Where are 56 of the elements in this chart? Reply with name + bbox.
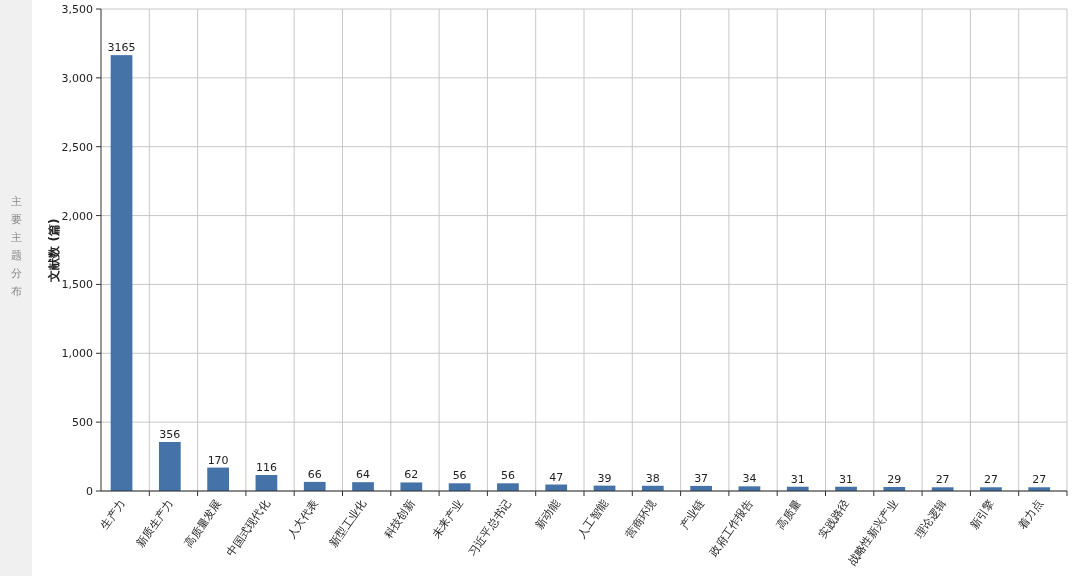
- data-label: 170: [207, 453, 229, 467]
- x-tick-label: 产业链: [677, 497, 708, 532]
- y-tick-label: 1,500: [61, 278, 93, 292]
- y-tick-label: 3,500: [61, 3, 93, 16]
- data-label: 39: [597, 471, 612, 485]
- data-label: 66: [307, 467, 322, 481]
- data-label: 37: [694, 471, 709, 485]
- bar: [255, 475, 278, 491]
- data-label: 62: [404, 468, 419, 482]
- x-tick-label: 理论逻辑: [912, 497, 949, 541]
- bar: [207, 467, 229, 491]
- data-label: 38: [645, 471, 660, 485]
- data-label: 27: [935, 473, 950, 487]
- x-tick-label: 中国式现代化: [224, 497, 273, 559]
- x-tick-label: 科技创新: [381, 497, 418, 541]
- x-tick-label: 人大代表: [284, 497, 321, 541]
- bar: [497, 483, 519, 491]
- data-label: 27: [1032, 473, 1047, 487]
- bar: [110, 55, 133, 491]
- data-label: 64: [356, 468, 371, 482]
- bar: [352, 482, 374, 491]
- x-tick-label: 生产力: [98, 497, 128, 532]
- data-label: 116: [255, 461, 277, 475]
- x-tick-label: 新型工业化: [326, 497, 370, 550]
- bar: [400, 482, 423, 491]
- x-tick-label: 未来产业: [429, 497, 466, 541]
- y-tick-label: 500: [72, 416, 93, 430]
- x-tick-label: 新引擎: [967, 497, 998, 532]
- x-tick-label: 着力点: [1015, 497, 1046, 532]
- x-tick-label: 营商环境: [623, 497, 659, 541]
- data-label: 31: [790, 472, 805, 486]
- x-tick-label: 实践路径: [816, 497, 853, 541]
- data-label: 56: [452, 469, 467, 483]
- data-label: 3165: [107, 41, 136, 55]
- bar: [158, 441, 181, 491]
- data-label: 31: [839, 472, 854, 486]
- data-label: 56: [500, 469, 515, 483]
- data-label: 34: [742, 472, 757, 486]
- x-tick-label: 习近平总书记: [465, 497, 515, 559]
- x-tick-label: 人工智能: [574, 497, 611, 541]
- y-tick-label: 3,000: [61, 71, 93, 85]
- data-label: 29: [887, 473, 902, 487]
- y-tick-label: 2,500: [61, 140, 93, 154]
- x-tick-label: 高质量发展: [182, 497, 225, 550]
- x-tick-label: 新质生产力: [133, 497, 176, 550]
- data-label: 27: [983, 473, 998, 487]
- text: 主要主题分布: [10, 195, 22, 298]
- data-label: 356: [159, 427, 181, 441]
- x-tick-label: 高质量: [774, 497, 804, 532]
- x-tick-label: 政府工作报告: [707, 497, 756, 559]
- y-tick-label: 0: [86, 485, 93, 498]
- data-label: 47: [549, 470, 564, 484]
- x-tick-label: 新动能: [532, 497, 563, 532]
- y-tick-label: 1,000: [61, 347, 93, 361]
- y-tick-label: 2,000: [61, 209, 93, 223]
- y-axis-title: 文献数 (篇): [47, 218, 61, 283]
